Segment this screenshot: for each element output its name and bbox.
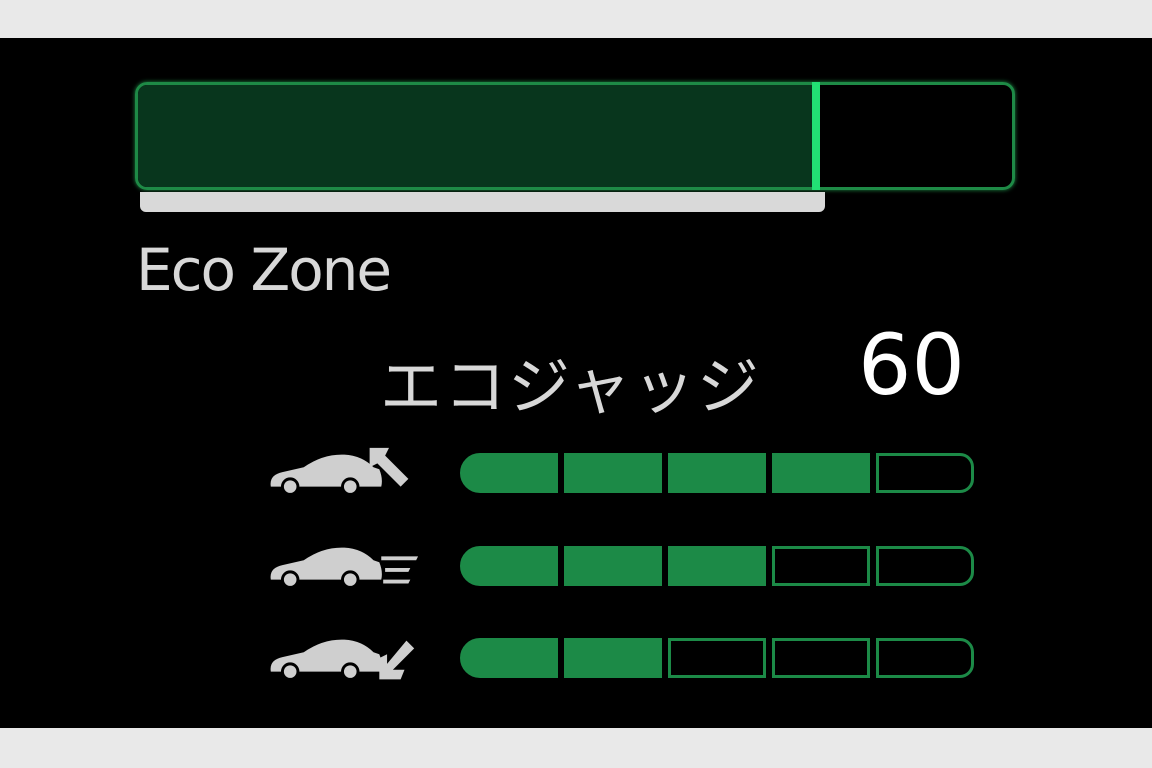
rating-row [265, 638, 975, 682]
eco-judge-score: 60 [858, 316, 965, 414]
eco-zone-bar-marker [811, 82, 820, 190]
eco-zone-bar [135, 82, 1015, 190]
rating-segments [460, 546, 974, 586]
rating-segments [460, 638, 974, 678]
rating-row [265, 447, 975, 497]
eco-zone-bar-underline [140, 192, 825, 212]
car-deceleration-icon [270, 639, 415, 681]
rating-segment-empty [772, 546, 870, 586]
eco-judge-label: エコジャッジ [380, 350, 761, 423]
rating-segment-filled [668, 546, 766, 586]
rating-segment-filled [460, 546, 558, 586]
rating-segments [460, 453, 974, 493]
rating-segment-filled [564, 453, 662, 493]
rating-segment-filled [460, 638, 558, 678]
rating-segment-empty [876, 638, 974, 678]
zone-label: Eco Zone [136, 236, 392, 304]
rating-segment-filled [668, 453, 766, 493]
rating-segment-empty [876, 453, 974, 493]
rating-segment-empty [876, 546, 974, 586]
rating-segment-filled [564, 638, 662, 678]
rating-segment-empty [772, 638, 870, 678]
rating-segment-filled [772, 453, 870, 493]
rating-row [265, 546, 975, 590]
car-start-acceleration-icon [270, 447, 409, 496]
car-cruising-icon [270, 547, 419, 589]
eco-zone-bar-fill [138, 85, 820, 187]
rating-segment-empty [668, 638, 766, 678]
rating-segment-filled [460, 453, 558, 493]
rating-segment-filled [564, 546, 662, 586]
